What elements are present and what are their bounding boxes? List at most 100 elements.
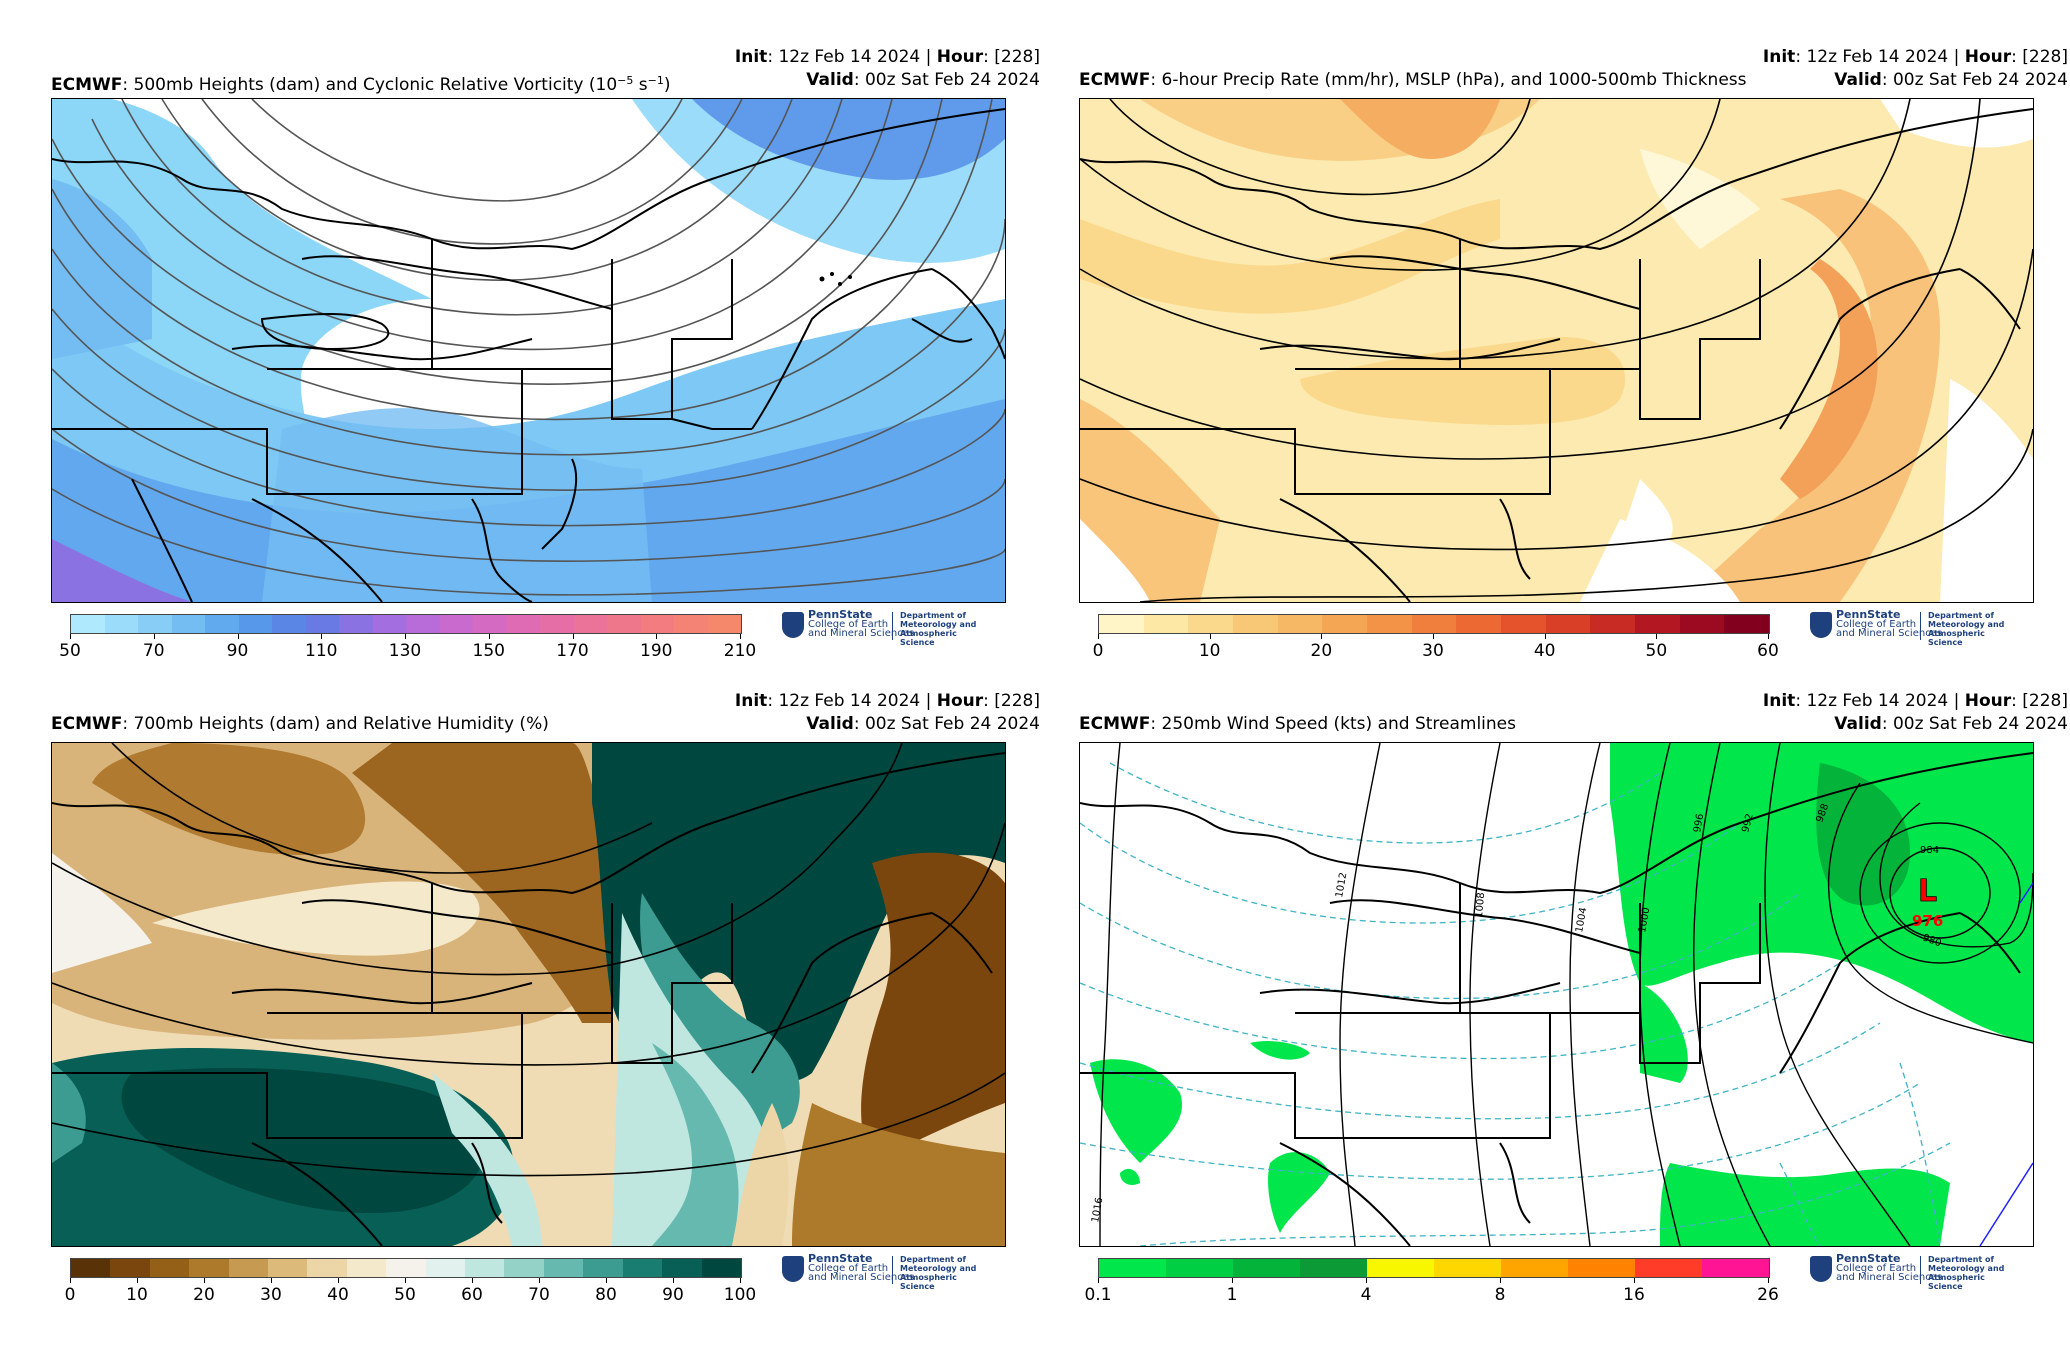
map-precip [1079, 98, 2034, 603]
colorbar-segment [543, 1259, 584, 1277]
colorbar-tick-label: 10 [126, 1285, 148, 1305]
colorbar-tick [1768, 1278, 1769, 1283]
colorbar-tick-label: 4 [1360, 1285, 1372, 1305]
colorbar-segment [622, 1259, 663, 1277]
map-canvas [1080, 99, 2033, 602]
colorbar-segment [1411, 615, 1457, 633]
colorbar-segment [138, 615, 172, 633]
colorbar-segment [573, 615, 607, 633]
model-name: ECMWF [51, 75, 123, 95]
colorbar-segment [1233, 615, 1278, 633]
panel-header: Init: 12z Feb 14 2024 | Hour: [228] ECMW… [1079, 691, 2068, 734]
colorbar-segment [104, 615, 138, 633]
colorbar-segment [339, 615, 373, 633]
colorbar-segment [346, 1259, 387, 1277]
colorbar-tick-label: 40 [1533, 641, 1556, 661]
colorbar-segment [1568, 1259, 1635, 1277]
colorbar-segment [1099, 1259, 1166, 1277]
pennstate-logo: PennState College of Earth and Mineral Sci… [1810, 609, 2020, 647]
panel-header: Init: 12z Feb 14 2024 | Hour: [228] ECMW… [51, 47, 1040, 95]
colorbar-tick-label: 50 [1645, 641, 1668, 661]
colorbar-segment [372, 615, 406, 633]
colorbar-tick [153, 634, 155, 639]
colorbar-ticks: 0 10 20 30 40 50 60 [1093, 634, 1779, 664]
panel-title: : 6-hour Precip Rate (mm/hr), MSLP (hPa)… [1150, 70, 1747, 90]
valid-label: Valid [806, 70, 854, 90]
colorbar-tick [70, 1278, 71, 1283]
colorbar-segment [1501, 615, 1546, 633]
hour-label: Hour [936, 47, 984, 67]
colorbar-segment [268, 1259, 308, 1277]
colorbar-segment [1456, 615, 1502, 633]
colorbar-segment [1590, 615, 1636, 633]
colorbar-tick [405, 634, 406, 639]
colorbar-segment [71, 615, 105, 633]
isobar-label: 1000 [1637, 907, 1652, 934]
colorbar-tick-label: 60 [461, 1285, 483, 1305]
colorbar-tick [1209, 634, 1211, 639]
colorbar-tick-label: 90 [226, 641, 249, 661]
colorbar-tick-label: 16 [1623, 1285, 1645, 1305]
colorbar-tick-label: 0.1 [1084, 1285, 1112, 1305]
shield-icon [782, 612, 804, 638]
colorbar-tick [1768, 634, 1769, 639]
colorbar-tick-label: 20 [1310, 641, 1333, 661]
colorbar-tick-label: 110 [305, 641, 338, 661]
colorbar-tick-label: 130 [388, 641, 422, 661]
colorbar-tick-label: 150 [472, 641, 505, 661]
colorbar-tick [70, 634, 71, 639]
colorbar-segment [583, 1259, 623, 1277]
pennstate-logo: PennState College of Earth and Mineral Sci… [782, 1253, 992, 1291]
colorbar-segment [171, 615, 205, 633]
colorbar-segment [1702, 1259, 1769, 1277]
colorbar-tick-label: 100 [723, 1285, 757, 1305]
colorbar-tick [539, 1278, 540, 1283]
colorbar-ticks: 50 70 90 110 130 150 170 190 210 [59, 634, 756, 664]
shield-icon [1810, 1256, 1832, 1282]
colorbar-ticks: 0 10 20 30 40 50 60 70 80 90 100 [65, 1278, 756, 1308]
panel-700mb-rh: Init: 12z Feb 14 2024 | Hour: [228] ECMW… [40, 690, 1040, 1310]
colorbar-tick-label: 80 [595, 1285, 617, 1305]
colorbar-tick [405, 1278, 406, 1283]
colorbar-segment [465, 1259, 505, 1277]
colorbar-segment [1233, 1259, 1300, 1277]
colorbar-tick-label: 30 [1422, 641, 1444, 661]
colorbar-tick [673, 1278, 674, 1283]
colorbar-segment [305, 615, 339, 633]
colorbar-segment [662, 1259, 702, 1277]
colorbar-tick-label: 10 [1198, 641, 1221, 661]
colorbar-segment [1367, 615, 1412, 633]
hour-value: : [228] [983, 47, 1040, 67]
colorbar-segment [1724, 615, 1770, 633]
colorbar [70, 614, 742, 634]
colorbar-tick-label: 30 [260, 1285, 282, 1305]
init-label: Init [734, 47, 768, 67]
colorbar-tick [204, 1278, 205, 1283]
colorbar-segment [205, 615, 239, 633]
colorbar-tick-label: 26 [1757, 1285, 1779, 1305]
colorbar-segment [71, 1259, 111, 1277]
colorbar-segment [640, 615, 674, 633]
colorbar-tick [338, 1278, 339, 1283]
colorbar-tick-label: 90 [662, 1285, 684, 1305]
colorbar [1098, 614, 1770, 634]
colorbar-segment [1188, 615, 1234, 633]
colorbar-tick [1321, 634, 1323, 639]
map-700mb [51, 742, 1006, 1247]
colorbar-segment [1277, 615, 1323, 633]
colorbar-tick [271, 1278, 272, 1283]
isobar-label: 992 [1740, 812, 1756, 833]
colorbar-segment [1635, 615, 1680, 633]
colorbar-tick-label: 50 [394, 1285, 416, 1305]
colorbar-tick [237, 634, 239, 639]
colorbar-tick-label: 0 [1092, 641, 1104, 661]
colorbar-segment [272, 615, 306, 633]
colorbar-tick-label: 50 [59, 641, 81, 661]
isobar-label: 1012 [1334, 872, 1349, 899]
colorbar [70, 1258, 742, 1278]
colorbar-tick-label: 1 [1226, 1285, 1238, 1305]
colorbar-ticks: 0.1 1 4 8 16 26 [1084, 1278, 1779, 1308]
colorbar-tick [740, 1278, 741, 1283]
colorbar-tick-label: 190 [640, 641, 673, 661]
colorbar-segment [607, 615, 641, 633]
